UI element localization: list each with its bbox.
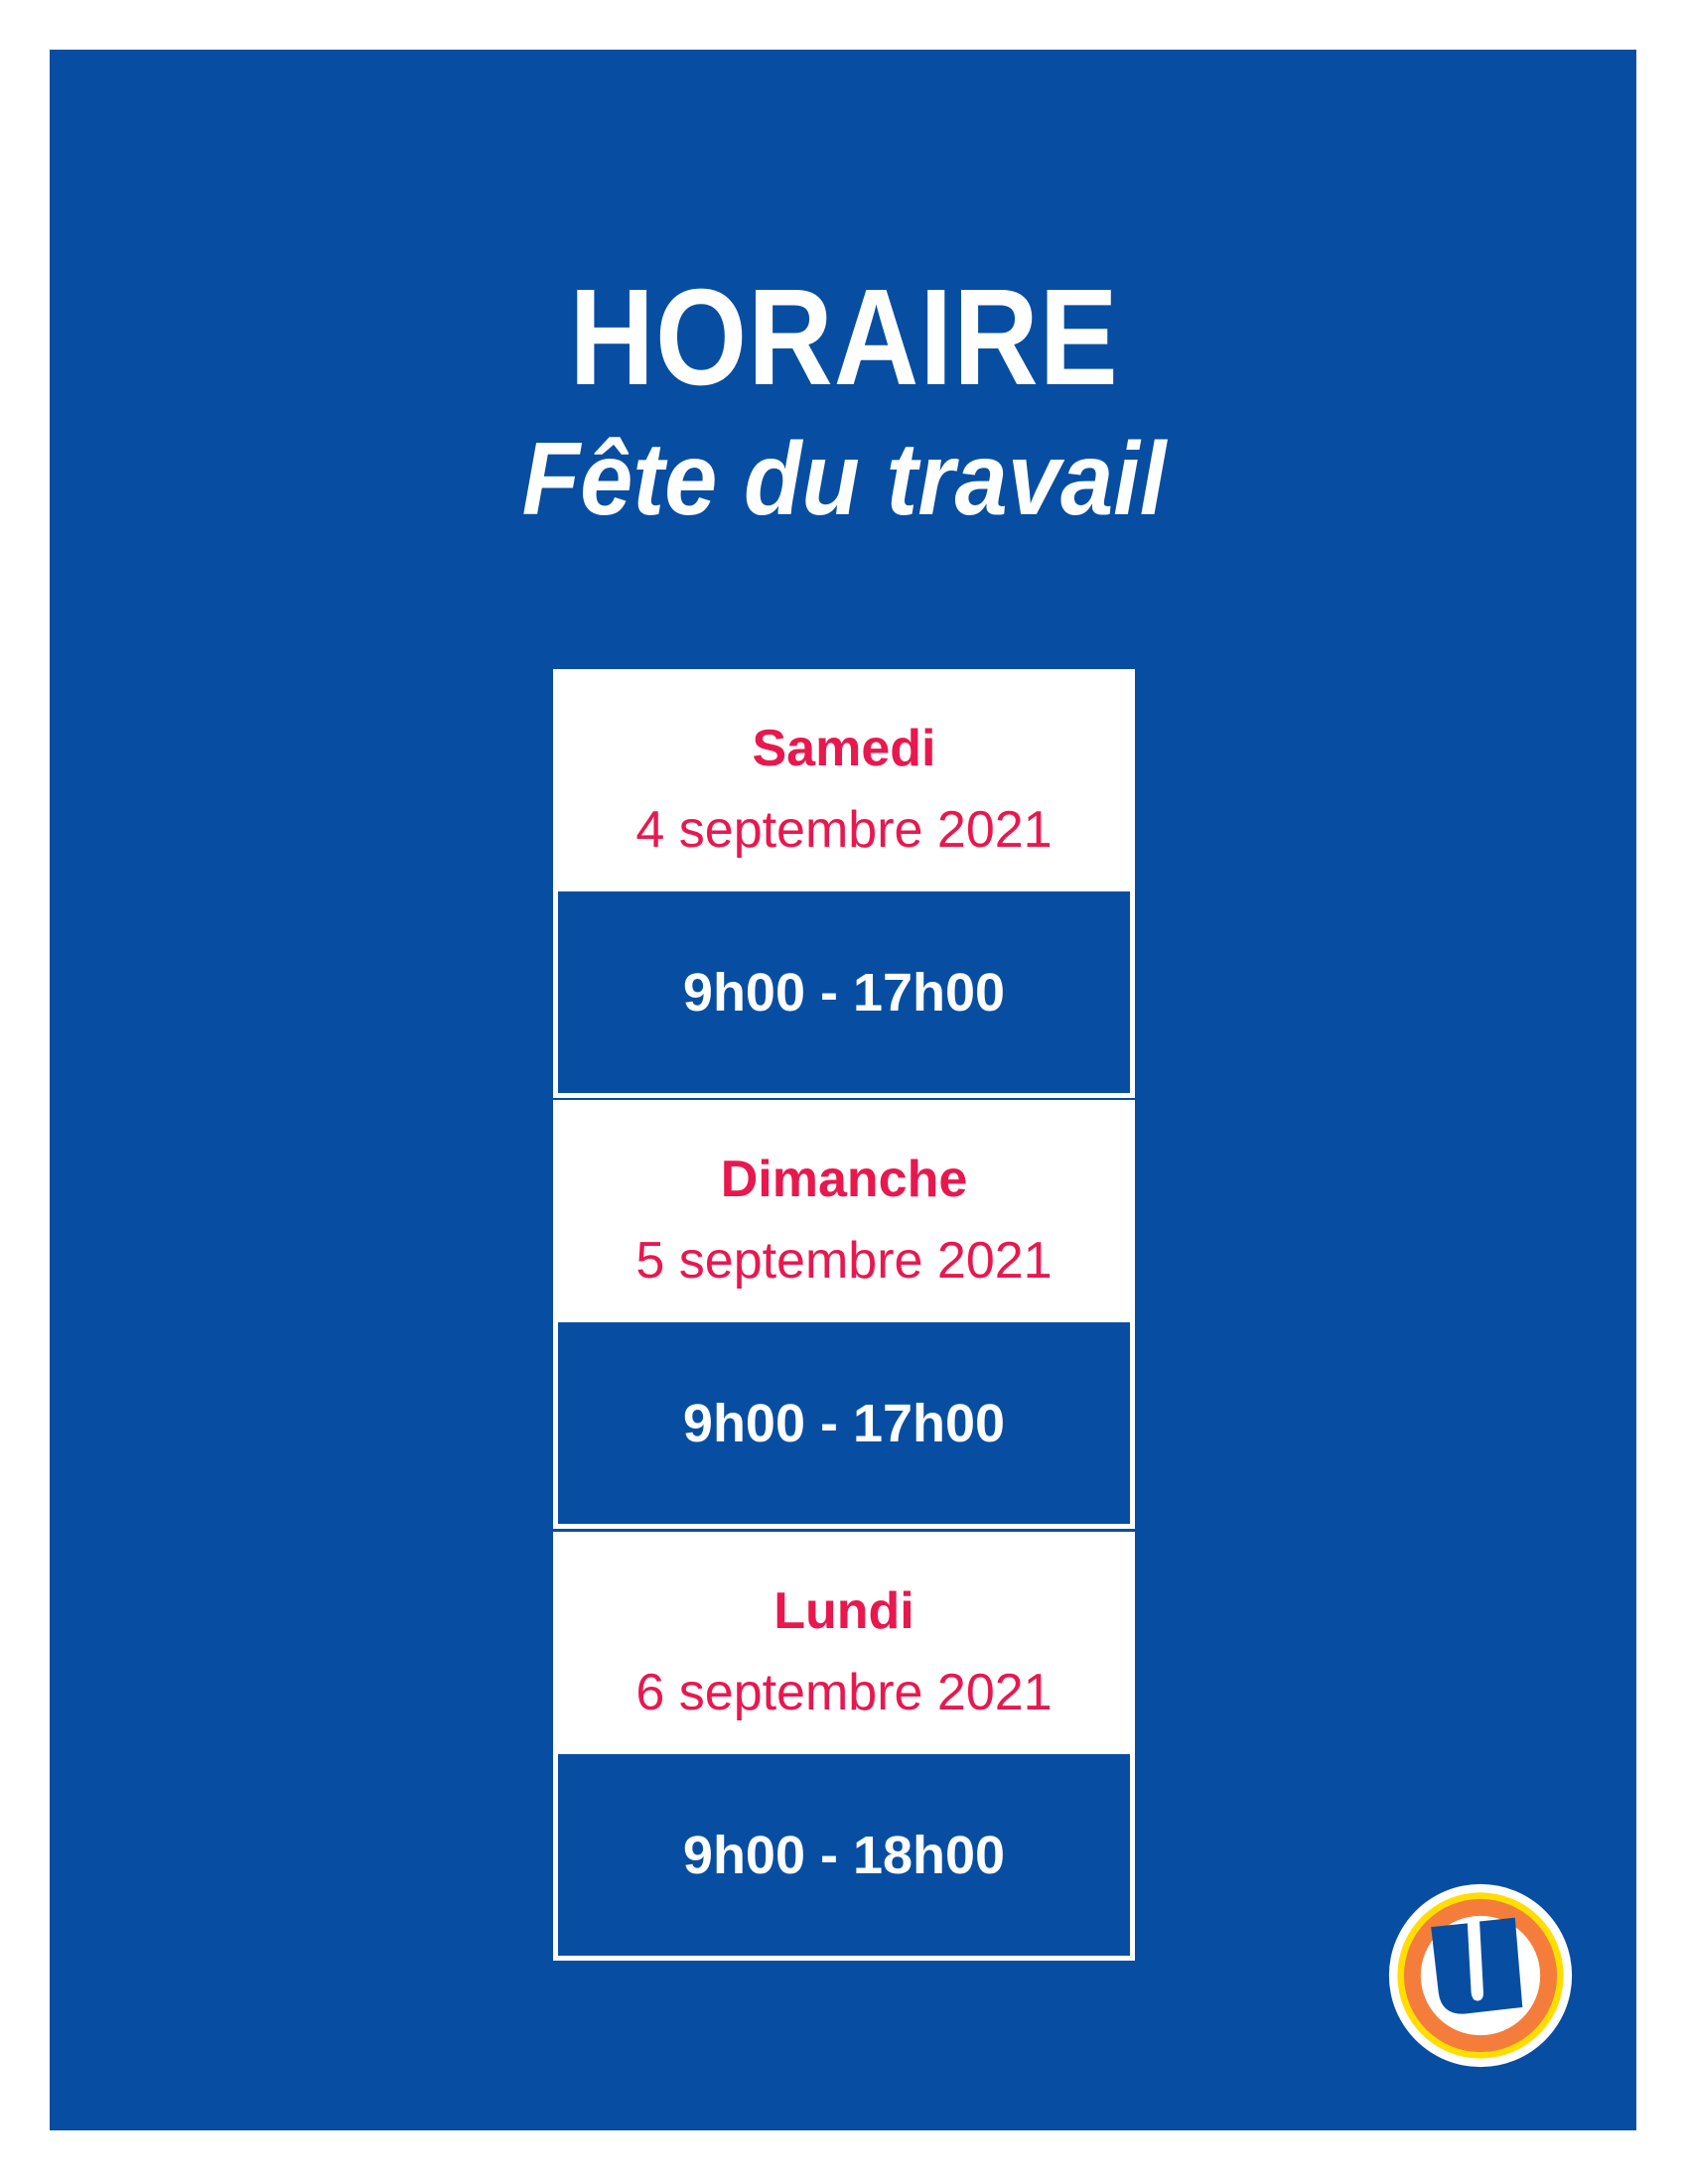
u-logo-icon bbox=[1388, 1883, 1573, 2068]
day-label: Lundi bbox=[774, 1582, 914, 1640]
schedule-card-saturday: Samedi 4 septembre 2021 9h00 - 17h00 bbox=[553, 669, 1135, 1098]
date-label: 4 septembre 2021 bbox=[635, 801, 1053, 859]
date-label: 5 septembre 2021 bbox=[635, 1232, 1053, 1290]
day-label: Dimanche bbox=[720, 1151, 968, 1208]
date-label: 6 septembre 2021 bbox=[635, 1664, 1053, 1721]
hours-label: 9h00 - 18h00 bbox=[558, 1754, 1130, 1956]
schedule-card-monday: Lundi 6 septembre 2021 9h00 - 18h00 bbox=[553, 1532, 1135, 1961]
schedule-card-sunday: Dimanche 5 septembre 2021 9h00 - 17h00 bbox=[553, 1100, 1135, 1529]
hours-label: 9h00 - 17h00 bbox=[558, 891, 1130, 1093]
page-subtitle: Fête du travail bbox=[521, 422, 1167, 537]
hours-label: 9h00 - 17h00 bbox=[558, 1322, 1130, 1524]
day-label: Samedi bbox=[752, 720, 936, 777]
page-title: HORAIRE bbox=[569, 261, 1119, 414]
